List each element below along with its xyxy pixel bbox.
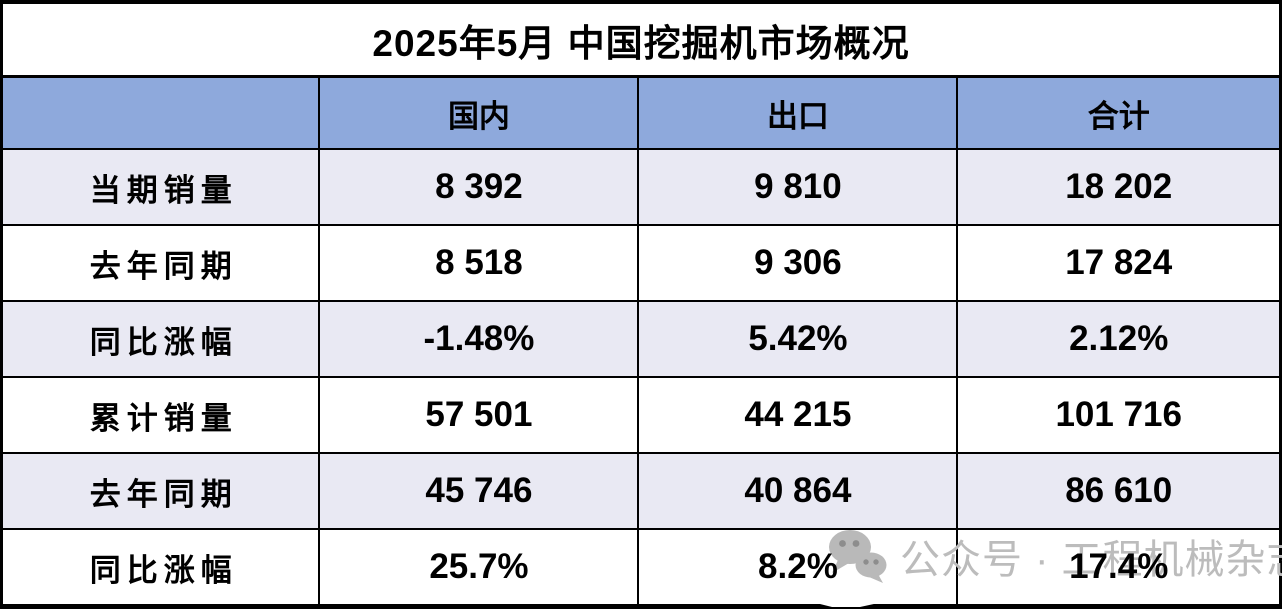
table-row: 去年同期 45 746 40 864 86 610 [3, 452, 1279, 530]
market-data-table: 国内 出口 合计 当期销量 8 392 9 810 18 202 去年同期 8 … [3, 78, 1279, 604]
cell-value: 8 518 [318, 224, 640, 302]
cell-value: 8.2% [637, 528, 959, 604]
cell-value: 9 306 [637, 224, 959, 302]
cell-value: 2.12% [956, 300, 1279, 378]
cell-value: 8 392 [318, 148, 640, 226]
column-header-total: 合计 [956, 78, 1279, 150]
cell-value: 45 746 [318, 452, 640, 530]
cell-value: 17 824 [956, 224, 1279, 302]
cell-value: 17.4% [956, 528, 1279, 604]
cell-value: 9 810 [637, 148, 959, 226]
cell-value: 5.42% [637, 300, 959, 378]
table-row: 累计销量 57 501 44 215 101 716 [3, 376, 1279, 454]
page-title: 2025年5月 中国挖掘机市场概况 [372, 22, 910, 64]
row-label: 当期销量 [3, 148, 321, 226]
cell-value: 101 716 [956, 376, 1279, 454]
table-row: 当期销量 8 392 9 810 18 202 [3, 148, 1279, 226]
table-title-bar: 2025年5月 中国挖掘机市场概况 [3, 4, 1279, 78]
cell-value: 86 610 [956, 452, 1279, 530]
table-row: 同比涨幅 25.7% 8.2% 17.4% [3, 528, 1279, 604]
cell-value: 40 864 [637, 452, 959, 530]
column-header-export: 出口 [637, 78, 959, 150]
cell-value: -1.48% [318, 300, 640, 378]
row-label: 同比涨幅 [3, 300, 321, 378]
cell-value: 25.7% [318, 528, 640, 604]
column-header-domestic: 国内 [318, 78, 640, 150]
row-label: 去年同期 [3, 452, 321, 530]
cell-value: 57 501 [318, 376, 640, 454]
bottom-notch-shape [802, 600, 894, 608]
table-row: 去年同期 8 518 9 306 17 824 [3, 224, 1279, 302]
row-label: 累计销量 [3, 376, 321, 454]
cell-value: 18 202 [956, 148, 1279, 226]
table-row: 同比涨幅 -1.48% 5.42% 2.12% [3, 300, 1279, 378]
header-row: 国内 出口 合计 [3, 78, 1279, 150]
column-header-blank [3, 78, 321, 150]
cell-value: 44 215 [637, 376, 959, 454]
row-label: 去年同期 [3, 224, 321, 302]
row-label: 同比涨幅 [3, 528, 321, 604]
